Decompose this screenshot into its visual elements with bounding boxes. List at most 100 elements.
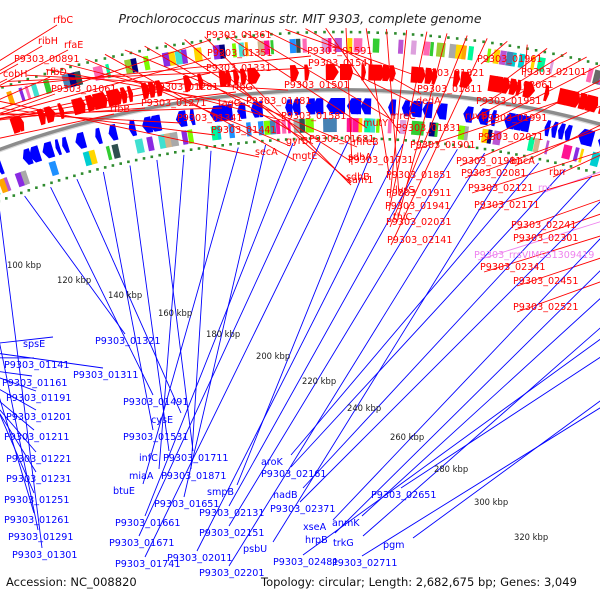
ring-dot xyxy=(546,159,549,163)
gene-label: P9303_01901 xyxy=(410,140,476,151)
cog-block xyxy=(257,121,265,136)
leader-line xyxy=(0,210,43,549)
cog-block xyxy=(399,119,407,135)
ring-dot xyxy=(324,136,328,140)
ring-dot xyxy=(296,31,300,35)
leader-line xyxy=(0,107,146,119)
ring-dot xyxy=(420,140,423,143)
leader-line xyxy=(0,49,69,86)
ring-dot xyxy=(173,43,176,47)
gene-label: P9303_01711 xyxy=(163,453,229,464)
gene-label: P9303_02171 xyxy=(474,200,540,211)
gene-label: cobH xyxy=(3,69,27,80)
gene-arrow xyxy=(422,101,434,119)
scale-label: 160 kbp xyxy=(158,308,192,318)
ring-dot xyxy=(174,151,177,154)
ring-dot xyxy=(577,167,580,170)
genome-backbone xyxy=(0,88,600,152)
ring-dot xyxy=(452,143,455,147)
cog-block xyxy=(358,118,363,133)
ring-dot xyxy=(112,55,115,58)
ring-dot xyxy=(164,45,167,48)
scale-label: 180 kbp xyxy=(206,329,240,339)
gene-label: sdhB xyxy=(346,172,370,183)
ring-dot xyxy=(491,149,495,152)
ring-dot xyxy=(332,136,336,140)
leader-line xyxy=(365,28,391,181)
ring-dot xyxy=(20,191,23,195)
cog-block xyxy=(578,148,585,163)
leader-line xyxy=(228,149,458,527)
cog-block xyxy=(257,40,265,56)
gene-arrow xyxy=(183,75,192,92)
gene-label: P9303_01991 xyxy=(482,113,548,124)
ring-dot xyxy=(552,52,555,56)
gene-arrow xyxy=(591,96,599,113)
gene-label: rbn xyxy=(549,167,565,178)
gene-arrow xyxy=(353,98,362,115)
gene-arrow xyxy=(431,68,438,85)
gene-label: P9303_02081 xyxy=(461,168,527,179)
ring-dot xyxy=(358,30,362,34)
ring-dot xyxy=(340,136,344,140)
gene-arrow xyxy=(361,64,366,81)
gene-arrow xyxy=(558,123,566,140)
leader-line xyxy=(24,195,126,335)
ring-dot xyxy=(50,181,53,185)
ring-dot xyxy=(592,171,596,174)
ring-dot xyxy=(284,138,288,141)
gene-label: P9303_01591 xyxy=(307,46,373,57)
gene-label: sam1 xyxy=(347,175,373,186)
ring-dot xyxy=(507,151,510,155)
cog-block xyxy=(536,57,546,73)
leader-line xyxy=(228,146,431,507)
leader-line xyxy=(46,69,251,107)
gene-arrow xyxy=(436,103,448,120)
leader-line xyxy=(491,48,548,91)
leader-line xyxy=(76,179,182,414)
scale-label: 320 kbp xyxy=(514,532,548,542)
gene-label: P9303_02151 xyxy=(199,528,265,539)
ring-dot xyxy=(444,142,447,146)
ring-dot xyxy=(292,137,296,141)
ring-dot xyxy=(278,32,282,35)
gene-arrow xyxy=(108,123,119,141)
gene-arrow xyxy=(285,99,293,116)
leader-line xyxy=(204,36,352,186)
cog-block xyxy=(526,136,536,152)
cog-block xyxy=(180,49,189,64)
ring-dot xyxy=(499,150,502,153)
ring-dot xyxy=(88,170,92,173)
gene-label: P9303_01211 xyxy=(4,432,70,443)
cog-block xyxy=(486,48,492,63)
ring-dot xyxy=(543,50,547,54)
gene-arrow xyxy=(459,71,473,88)
gene-label: P9303_01811 xyxy=(417,84,483,95)
gene-label: P9303_01251 xyxy=(4,495,70,506)
gene-label: tagG xyxy=(218,98,241,109)
ring-dot xyxy=(508,44,512,47)
leader-line xyxy=(514,199,600,231)
gene-label: P9303_01191 xyxy=(6,393,72,404)
leader-line xyxy=(0,72,211,119)
gene-label: P9303_02521 xyxy=(513,302,579,313)
cog-block xyxy=(505,51,514,67)
ring-dot xyxy=(253,140,256,144)
cog-block xyxy=(0,192,1,195)
ring-dot xyxy=(287,31,291,35)
gene-arrow xyxy=(452,70,461,87)
map-title: Prochlorococcus marinus str. MIT 9303, c… xyxy=(118,11,481,26)
leader-line xyxy=(325,27,401,134)
gene-label: mutY xyxy=(363,118,388,129)
ring-dot xyxy=(221,144,224,147)
gene-label: rfbG xyxy=(232,82,253,93)
leader-line xyxy=(264,30,421,107)
leader-line xyxy=(0,389,37,411)
leader-line xyxy=(479,52,568,107)
scale-label: 220 kbp xyxy=(302,376,336,386)
cog-block xyxy=(0,177,10,194)
gene-arrow xyxy=(584,130,596,147)
cog-block xyxy=(461,45,467,60)
gene-label: P9303_02141 xyxy=(387,235,453,246)
gene-arrow xyxy=(515,79,522,96)
